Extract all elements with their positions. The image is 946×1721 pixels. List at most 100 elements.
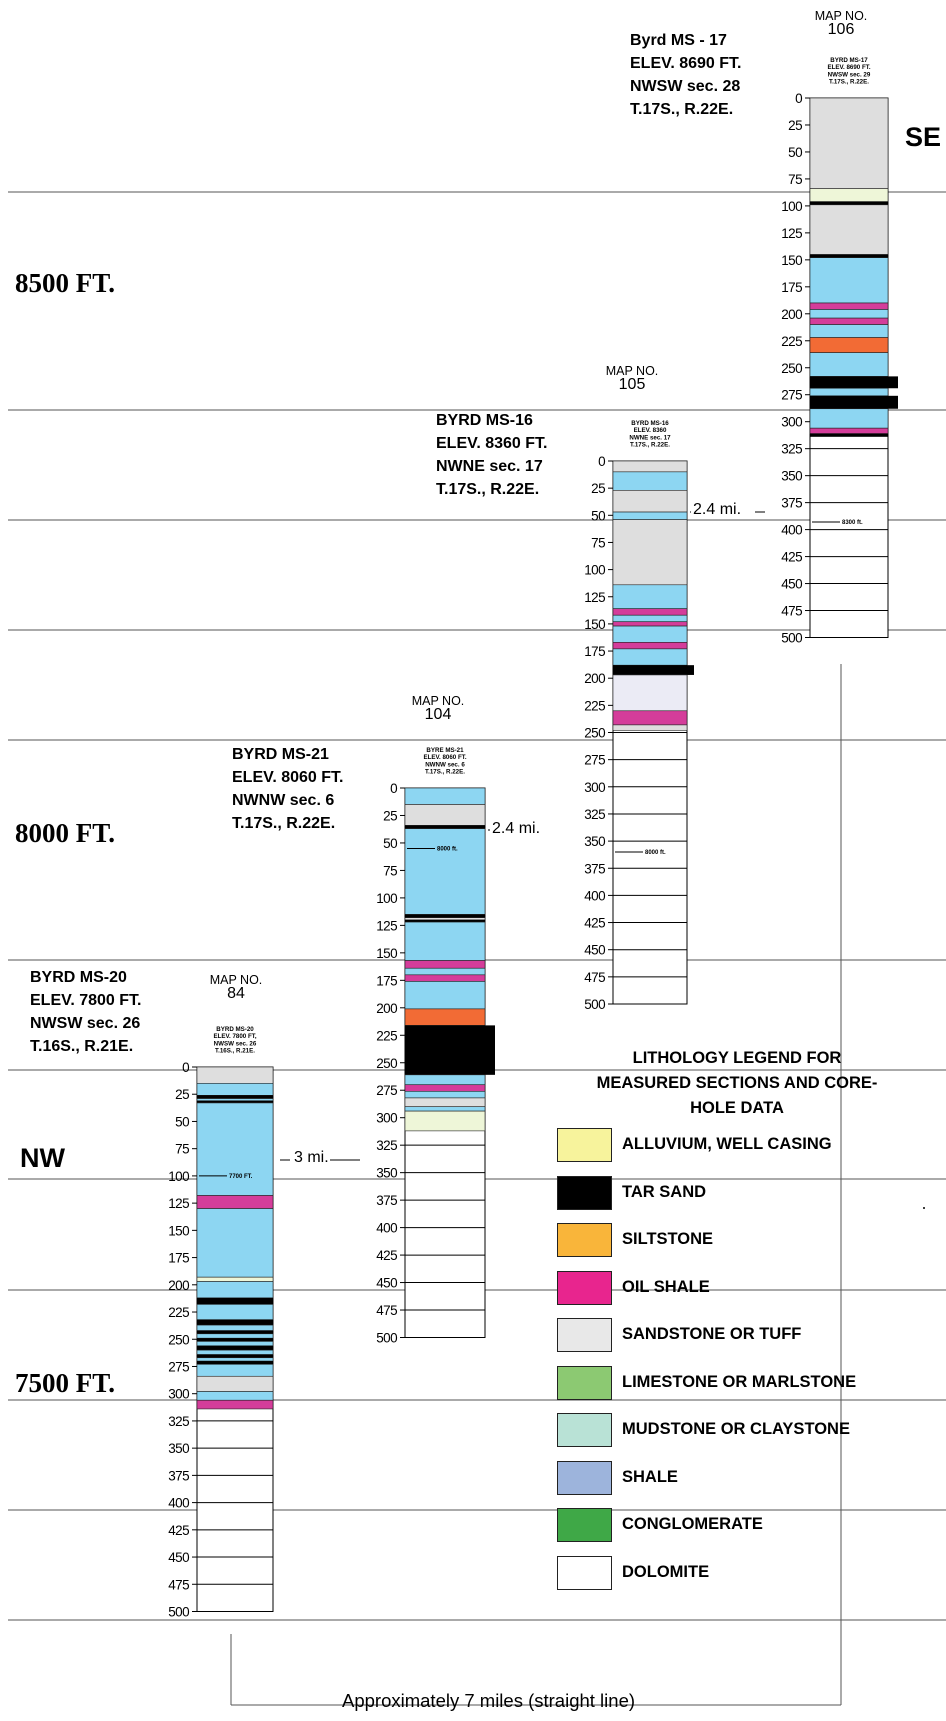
ms16-layer-tar (613, 665, 694, 675)
ms21-depth-tick-label: 275 (376, 1083, 397, 1098)
ms17-header-line: NWSW sec. 28 (630, 78, 741, 95)
ms17-layer-tar (810, 433, 888, 437)
elevation-label-8000: 8000 FT. (15, 818, 115, 848)
ms20-layer-tar (197, 1100, 273, 1103)
legend-swatch (557, 1270, 612, 1305)
ms20-layer-water (196, 1281, 274, 1299)
ms21-small-header-line: T.17S., R.22E. (425, 769, 465, 776)
ms16-depth-tick-label: 75 (591, 535, 605, 550)
ms20-depth-tick-label: 75 (175, 1142, 189, 1157)
ms20-layer-water (196, 1083, 274, 1096)
ms16-layer-oilshale (612, 608, 688, 616)
ms16-depth-tick-label: 50 (591, 508, 605, 523)
ms20-layer-tar (197, 1319, 273, 1326)
legend-swatch (557, 1508, 612, 1542)
legend-swatch (557, 1128, 612, 1162)
legend-label: OIL SHALE (622, 1277, 710, 1296)
ms17-map-number: MAP NO. 106 (801, 9, 881, 38)
ms16-header-line: ELEV. 8360 FT. (436, 435, 548, 452)
ms21-depth-tick-label: 300 (376, 1111, 397, 1126)
ms21-depth-tick-label: 425 (376, 1248, 397, 1263)
ms16-depth-tick-label: 225 (584, 698, 605, 713)
legend-label: ALLUVIUM, WELL CASING (622, 1135, 832, 1153)
ms20-header: BYRD MS-20 ELEV. 7800 FT. NWSW sec. 26 T… (30, 966, 141, 1058)
ms21-layer-tar (405, 825, 485, 829)
ms21-depth-tick-label: 325 (376, 1138, 397, 1153)
ms17-depth-tick-label: 450 (781, 577, 802, 592)
direction-label-nw: NW (20, 1143, 65, 1173)
map-no-label: MAP NO. (209, 973, 263, 987)
ms21-layer-tar (405, 1025, 495, 1075)
ms21-header-line: T.17S., R.22E. (232, 815, 336, 832)
ms21-small-header-line: ELEV. 8060 FT. (423, 754, 466, 761)
ms21-layer-water (404, 967, 486, 976)
ms16-depth-tick-label: 100 (584, 563, 605, 578)
ms16-depth-tick-label: 275 (584, 753, 605, 768)
ms16-depth-tick-label: 250 (584, 726, 605, 741)
ms17-depth-tick-label: 175 (781, 280, 802, 295)
ms21-depth-tick-label: 500 (376, 1331, 397, 1346)
ms20-layer-tar (197, 1345, 273, 1351)
ms21-small-header-line: BYRE MS-21 (426, 747, 464, 754)
ms21-depth-tick-label: 25 (383, 808, 397, 823)
ms21-depth-tick-label: 400 (376, 1221, 397, 1236)
ms16-small-header-line: BYRD MS-16 (631, 420, 669, 427)
ms21-layer-tar (405, 914, 485, 918)
ms16-layer-oilshale (612, 621, 688, 627)
ms17-depth-tick-label: 25 (788, 118, 802, 133)
ms17-header-line: T.17S., R.22E. (630, 101, 734, 118)
ms21-layer-sandstone (404, 917, 486, 921)
ms20-layer-tar (197, 1338, 273, 1342)
ms16-depth-tick-label: 325 (584, 807, 605, 822)
ms16-depth-tick-label: 125 (584, 590, 605, 605)
legend-swatch (557, 1460, 612, 1495)
distance-ms20-ms21: 3 mi. (294, 1149, 329, 1166)
ms17-depth-tick-label: 75 (788, 172, 802, 187)
distance-ms16-ms17: 2.4 mi. (693, 501, 742, 518)
ms17-layer-water (809, 387, 889, 397)
ms17-depth-tick-label: 500 (781, 631, 802, 646)
ms21-layer-oilshale (404, 1084, 486, 1092)
ms20-elevation-marker-label: 7700 FT. (229, 1174, 253, 1180)
map-no-label: MAP NO. (605, 364, 659, 378)
ms21-layer-water (404, 1091, 486, 1099)
ms20-depth-tick-label: 250 (168, 1332, 189, 1347)
ms20-layer-alluvium (196, 1276, 274, 1282)
ms16-depth-tick-label: 400 (584, 888, 605, 903)
ms16-depth-tick-label: 25 (591, 481, 605, 496)
legend-label: TAR SAND (622, 1182, 707, 1201)
ms20-small-header-line: NWSW sec. 26 (214, 1040, 257, 1047)
ms20-depth-tick-label: 200 (168, 1278, 189, 1293)
ms20-layer-water (196, 1098, 274, 1102)
ms17-layer-orange (809, 337, 889, 353)
ms16-small-header-line: ELEV. 8360 (634, 427, 667, 434)
ms20-header-line: ELEV. 7800 FT. (30, 992, 142, 1009)
ms16-depth-tick-label: 350 (584, 834, 605, 849)
ms16-depth-tick-label: 425 (584, 916, 605, 931)
map-no-label: MAP NO. (814, 9, 868, 23)
ms16-layer-water (612, 614, 688, 623)
ms20-layer-water (196, 1341, 274, 1347)
ms17-depth-tick-label: 125 (781, 226, 802, 241)
ms20-layer-sandstone (196, 1375, 274, 1392)
ms20-layer-water (196, 1208, 274, 1278)
ms21-depth-tick-label: 225 (376, 1028, 397, 1043)
legend-label: SHALE (622, 1467, 678, 1486)
ms20-layer-water (196, 1102, 274, 1196)
ms20-depth-tick-label: 225 (168, 1305, 189, 1320)
ms17-depth-tick-label: 325 (781, 442, 802, 457)
ms20-layer-water (196, 1304, 274, 1320)
ms17-depth-tick-label: 200 (781, 307, 802, 322)
ms20-depth-tick-label: 425 (168, 1523, 189, 1538)
map-no-value: 106 (827, 21, 855, 38)
ms20-header-line: T.16S., R.21E. (30, 1038, 134, 1055)
ms20-small-header-line: T.16S., R.21E. (215, 1048, 255, 1055)
ms20-depth-tick-label: 175 (168, 1251, 189, 1266)
ms17-small-header-line: BYRD MS-17 (830, 57, 868, 64)
ms16-layer-oilshale (612, 642, 688, 650)
ms20-layer-water (196, 1333, 274, 1339)
ms16-layer-lavender (612, 674, 688, 712)
ms21-header-line: NWNW sec. 6 (232, 792, 335, 809)
scale-note: Approximately 7 miles (straight line) (342, 1690, 636, 1711)
